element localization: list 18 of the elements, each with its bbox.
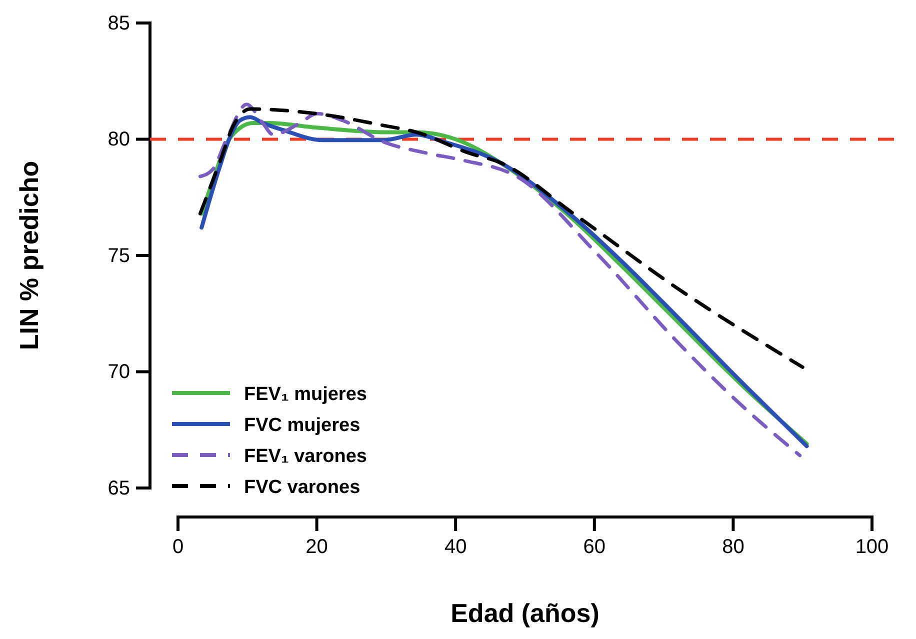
- legend-label: FVC mujeres: [244, 415, 360, 436]
- y-tick-label: 80: [108, 128, 130, 151]
- y-tick-label: 85: [108, 12, 130, 34]
- y-tick-label: 65: [108, 477, 130, 500]
- y-tick-label: 75: [108, 244, 130, 267]
- legend-label: FEV₁ varones: [244, 446, 367, 467]
- line-series: [198, 107, 804, 369]
- y-axis-title: LIN % predicho: [14, 160, 44, 350]
- y-tick-label: 70: [108, 361, 130, 384]
- legend-label: FEV₁ mujeres: [244, 384, 367, 405]
- x-tick-label: 60: [583, 536, 606, 558]
- x-axis-title: Edad (años): [450, 598, 600, 628]
- x-tick-label: 20: [306, 536, 328, 558]
- legend-label: FVC varones: [244, 477, 360, 498]
- x-tick-label: 80: [722, 536, 744, 558]
- x-tick-label: 100: [855, 536, 889, 558]
- x-tick-label: 0: [172, 536, 184, 558]
- x-tick-label: 40: [444, 536, 467, 558]
